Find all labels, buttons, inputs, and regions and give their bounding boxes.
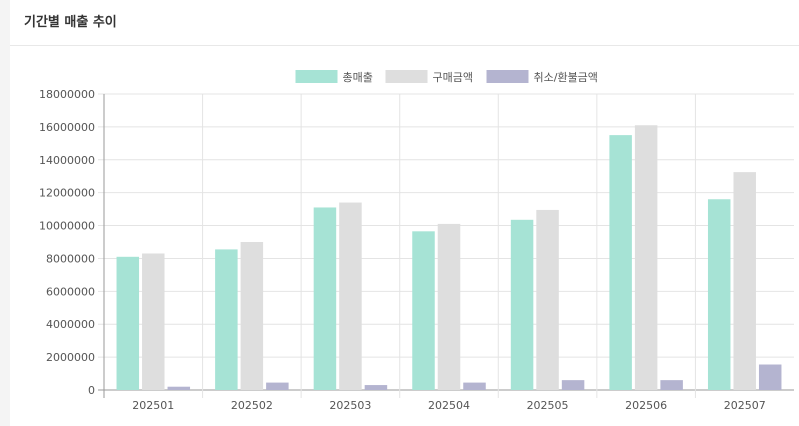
y-tick-label: 2000000 — [46, 351, 95, 364]
bar-2-202505[interactable] — [536, 209, 559, 390]
legend-label-3[interactable]: 취소/환불금액 — [534, 71, 598, 84]
bar-3-202503[interactable] — [364, 385, 388, 390]
bar-3-202504[interactable] — [463, 382, 486, 390]
y-tick-label: 16000000 — [39, 121, 95, 134]
y-tick-label: 12000000 — [39, 187, 95, 200]
legend-swatch-2[interactable] — [385, 70, 428, 83]
y-axis: 0 2000000 4000000 6000000 8000000 10000000 120… — [39, 88, 105, 398]
bar-3-202506[interactable] — [660, 380, 683, 390]
legend-label-1[interactable]: 총매출 — [343, 71, 373, 84]
x-axis: 202501 202502 202503 202504 202505 202506 2025… — [132, 399, 765, 412]
x-tick-label: 202503 — [329, 399, 371, 412]
bar-2-202502[interactable] — [240, 242, 264, 390]
bar-3-202505[interactable] — [561, 380, 585, 390]
card-header: 기간별 매출 추이 — [10, 0, 799, 46]
legend-label-2[interactable]: 구매금액 — [433, 71, 473, 84]
bar-3-202501[interactable] — [167, 386, 191, 390]
y-tick-label: 6000000 — [46, 285, 95, 298]
x-tick-label: 202507 — [724, 399, 766, 412]
legend-swatch-3[interactable] — [486, 70, 529, 83]
x-tick-label: 202501 — [132, 399, 174, 412]
chart-bars — [116, 125, 782, 390]
y-tick-label: 8000000 — [46, 252, 95, 265]
bar-2-202501[interactable] — [142, 253, 165, 390]
bar-1-202506[interactable] — [609, 135, 632, 390]
bar-2-202506[interactable] — [634, 125, 658, 390]
x-tick-label: 202502 — [231, 399, 273, 412]
x-tick-label: 202504 — [428, 399, 470, 412]
card-title: 기간별 매출 추이 — [24, 15, 117, 30]
bar-2-202507[interactable] — [733, 172, 756, 390]
bar-1-202505[interactable] — [510, 219, 534, 390]
legend-swatch-1[interactable] — [295, 70, 338, 83]
chart-legend: 총매출 구매금액 취소/환불금액 — [295, 70, 598, 84]
y-tick-label: 10000000 — [39, 220, 95, 233]
y-tick-label: 0 — [88, 384, 95, 397]
bar-1-202507[interactable] — [707, 199, 731, 390]
bar-3-202502[interactable] — [266, 382, 289, 390]
bar-3-202507[interactable] — [758, 364, 782, 390]
bar-2-202503[interactable] — [339, 202, 362, 390]
x-tick-label: 202505 — [527, 399, 569, 412]
bar-2-202504[interactable] — [437, 223, 461, 390]
y-tick-label: 4000000 — [46, 318, 95, 331]
bar-1-202503[interactable] — [313, 207, 337, 390]
bar-1-202504[interactable] — [412, 231, 435, 390]
y-tick-label: 18000000 — [39, 88, 95, 101]
x-tick-label: 202506 — [625, 399, 667, 412]
bar-1-202502[interactable] — [215, 249, 238, 390]
y-tick-label: 14000000 — [39, 154, 95, 167]
bar-1-202501[interactable] — [116, 256, 140, 390]
